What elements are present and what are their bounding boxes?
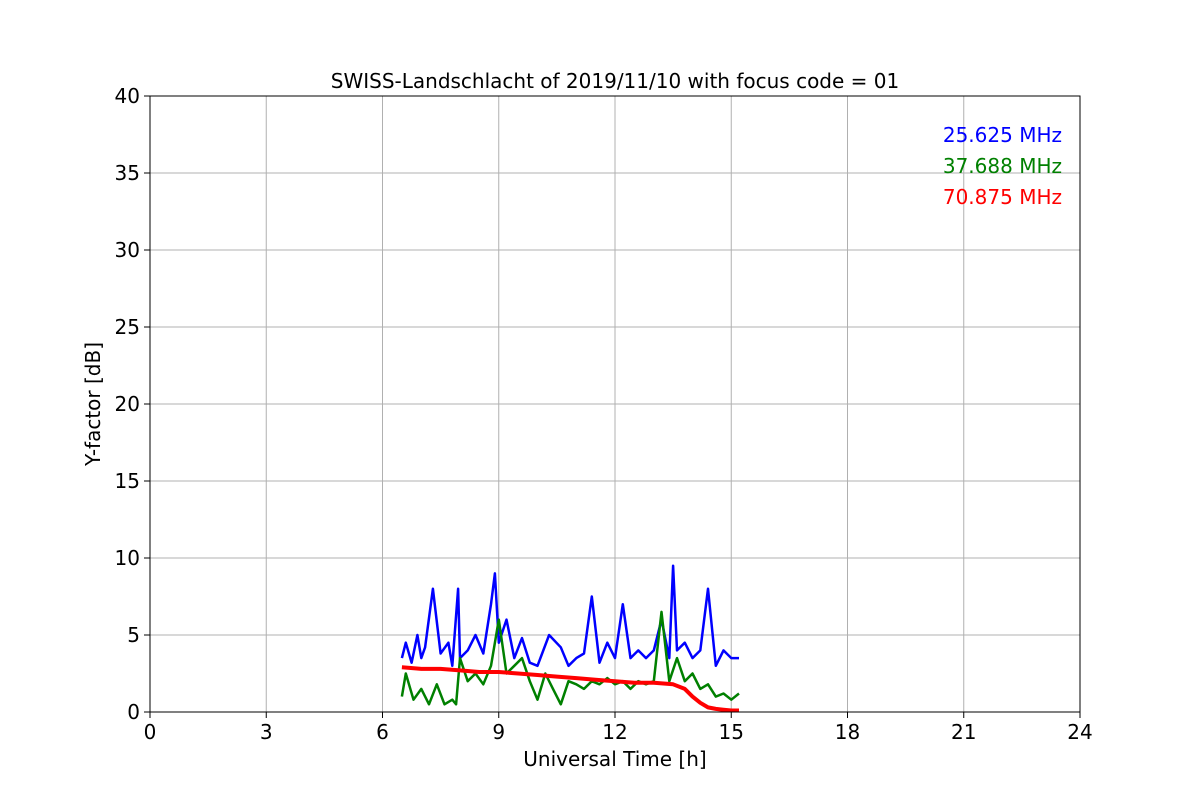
legend-entry: 70.875 MHz [943,185,1062,209]
x-axis-label: Universal Time [h] [523,747,706,771]
series-line-2 [400,610,740,706]
x-tick-label: 18 [835,720,860,744]
y-axis: 0 5 10 15 20 25 30 35 40 [115,84,150,724]
y-tick-label: 0 [127,700,140,724]
y-axis-label: Y-factor [dB] [81,342,105,467]
y-tick-label: 20 [115,392,140,416]
x-tick-label: 9 [492,720,505,744]
y-tick-label: 40 [115,84,140,108]
legend: 25.625 MHz 37.688 MHz 70.875 MHz [943,123,1062,209]
x-tick-label: 12 [602,720,627,744]
chart-title: SWISS-Landschlacht of 2019/11/10 with fo… [331,69,899,93]
x-tick-label: 6 [376,720,389,744]
y-tick-label: 30 [115,238,140,262]
y-tick-label: 15 [115,469,140,493]
series-line-3 [401,665,739,713]
series-line-1 [400,564,739,668]
y-tick-label: 25 [115,315,140,339]
x-tick-label: 21 [951,720,976,744]
y-tick-label: 35 [115,161,140,185]
y-tick-label: 5 [127,623,140,647]
legend-entry: 37.688 MHz [943,154,1062,178]
x-axis: 0 3 6 9 12 15 18 21 24 [144,712,1093,744]
x-tick-label: 0 [144,720,157,744]
y-tick-label: 10 [115,546,140,570]
legend-entry: 25.625 MHz [943,123,1062,147]
series-group [400,564,740,713]
x-tick-label: 3 [260,720,273,744]
x-tick-label: 24 [1067,720,1092,744]
x-tick-label: 15 [719,720,744,744]
